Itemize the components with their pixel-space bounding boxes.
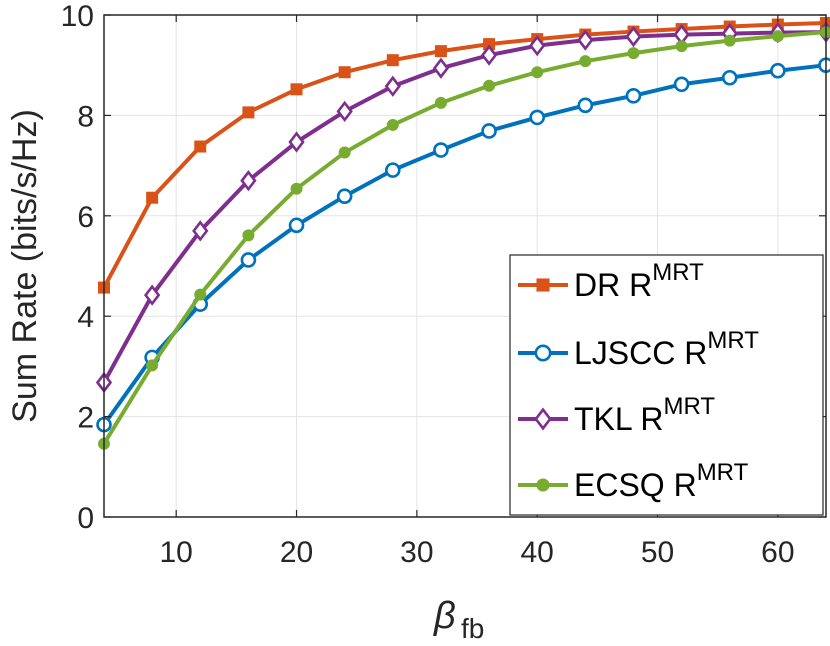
circle-marker xyxy=(433,142,449,158)
circle-marker xyxy=(240,252,257,268)
diamond-marker xyxy=(288,131,305,153)
legend-label-base: LJSCC R xyxy=(574,335,707,371)
square-marker xyxy=(338,66,351,79)
diamond-marker xyxy=(143,284,161,306)
diamond-marker xyxy=(336,100,353,123)
dot-marker xyxy=(579,55,592,68)
series-line xyxy=(102,63,827,426)
circle-marker xyxy=(529,109,546,126)
plot-frame xyxy=(103,14,827,518)
x-tick-label: 10 xyxy=(160,536,193,569)
circle-marker xyxy=(673,76,690,93)
circle-marker xyxy=(336,188,353,205)
series-1 xyxy=(96,57,830,433)
square-marker xyxy=(290,83,303,96)
circle-marker xyxy=(770,62,786,79)
dot-marker xyxy=(723,34,736,47)
x-axis-label-subscript: fb xyxy=(461,613,484,644)
circle-marker xyxy=(534,344,552,362)
legend-box xyxy=(509,254,824,516)
circle-marker xyxy=(384,162,401,178)
legend-label: ECSQ RMRT xyxy=(574,459,749,503)
circle-marker xyxy=(288,217,305,234)
circle-marker xyxy=(721,69,738,86)
legend-label-superscript: MRT xyxy=(707,327,759,354)
grid xyxy=(104,14,826,518)
legend-label-base: TKL R xyxy=(574,401,664,437)
dot-marker xyxy=(771,30,784,43)
series-line xyxy=(102,30,827,445)
x-tick-label: 40 xyxy=(521,536,554,569)
legend-label-base: ECSQ R xyxy=(574,467,697,503)
circle-marker xyxy=(818,57,830,73)
diamond-marker xyxy=(432,57,450,79)
x-axis-label-base: β xyxy=(433,595,456,637)
y-tick-label: 8 xyxy=(77,100,94,133)
legend-label: LJSCC RMRT xyxy=(574,327,759,371)
square-marker xyxy=(194,140,207,153)
circle-marker xyxy=(481,123,497,139)
square-marker xyxy=(386,54,399,67)
legend-entry-3: ECSQ RMRT xyxy=(518,459,749,503)
y-tick-label: 2 xyxy=(77,402,94,435)
dot-marker xyxy=(531,66,544,79)
dot-marker xyxy=(675,40,688,53)
series-line xyxy=(102,30,827,384)
diamond-marker xyxy=(240,170,257,192)
dot-marker xyxy=(290,182,303,195)
square-marker xyxy=(146,191,159,204)
square-marker xyxy=(434,45,447,58)
y-tick-label: 0 xyxy=(77,502,94,535)
y-axis-label: Sum Rate (bits/s/Hz) xyxy=(6,109,44,423)
dot-marker xyxy=(338,146,351,159)
legend-label-superscript: MRT xyxy=(652,259,704,286)
series-line xyxy=(102,21,827,289)
dot-marker xyxy=(483,79,496,92)
legend-label-superscript: MRT xyxy=(697,459,749,486)
diamond-marker xyxy=(384,75,401,97)
x-axis-label: β xyxy=(433,595,456,637)
y-tick-label: 4 xyxy=(77,301,94,334)
series-2 xyxy=(95,21,830,394)
square-marker xyxy=(242,106,255,119)
dot-marker xyxy=(242,229,255,242)
dot-marker xyxy=(627,47,640,60)
x-tick-label: 20 xyxy=(280,536,313,569)
diamond-marker xyxy=(534,407,552,431)
legend-label: TKL RMRT xyxy=(574,393,715,437)
dot-marker xyxy=(194,288,207,301)
x-tick-label: 50 xyxy=(641,536,674,569)
diamond-marker xyxy=(192,220,209,242)
diamond-marker xyxy=(625,25,642,48)
legend-label: DR RMRT xyxy=(574,259,704,303)
legend-label-base: DR R xyxy=(574,267,652,303)
square-marker xyxy=(536,278,550,292)
diamond-marker xyxy=(529,34,546,57)
diamond-marker xyxy=(577,29,594,51)
ticks: 10 20 30 40 50 60 0 2 4 6 8 10 xyxy=(61,0,826,569)
dot-marker xyxy=(536,478,550,492)
dot-marker xyxy=(146,359,159,372)
x-tick-label: 30 xyxy=(400,536,433,569)
circle-marker xyxy=(577,97,594,114)
diamond-marker xyxy=(480,44,498,66)
x-tick-label: 60 xyxy=(761,536,794,569)
dot-marker xyxy=(386,118,399,131)
circle-marker xyxy=(625,88,642,104)
legend-entry-0: DR RMRT xyxy=(518,259,704,303)
legend-entry-1: LJSCC RMRT xyxy=(518,327,759,371)
legend-label-superscript: MRT xyxy=(664,393,716,420)
dot-marker xyxy=(434,96,447,109)
legend-entry-2: TKL RMRT xyxy=(518,393,715,437)
y-tick-label: 10 xyxy=(61,0,94,33)
y-tick-label: 6 xyxy=(77,201,94,234)
